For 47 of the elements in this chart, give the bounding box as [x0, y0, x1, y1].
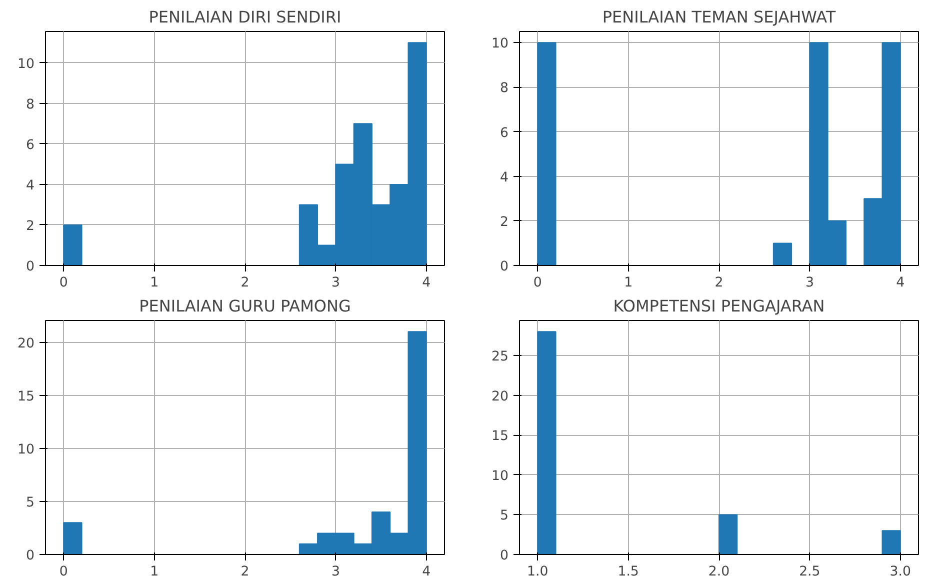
x-tick-label: 4 — [422, 276, 431, 290]
x-tick-label: 2 — [240, 564, 250, 578]
y-tick-label: 8 — [500, 81, 509, 96]
x-tick-label: 2.5 — [799, 564, 820, 578]
y-tick-label: 0 — [26, 548, 35, 564]
y-tick-label: 2 — [500, 214, 509, 230]
x-tick-label: 0 — [59, 564, 68, 578]
y-tick-label: 8 — [26, 97, 35, 112]
x-tick-label: 1 — [150, 276, 159, 290]
y-tick-label: 20 — [18, 336, 35, 352]
chart-title: PENILAIAN TEMAN SEJAHWAT — [602, 8, 836, 26]
chart-title: KOMPETENSI PENGAJARAN — [613, 296, 825, 316]
y-tick-label: 10 — [492, 36, 509, 52]
y-tick-label: 0 — [500, 548, 509, 564]
x-tick-label: 0 — [533, 276, 542, 290]
y-tick-label: 0 — [500, 260, 509, 274]
y-tick-label: 2 — [26, 218, 35, 234]
x-tick-label: 3 — [805, 276, 814, 290]
x-tick-label: 1 — [624, 276, 633, 290]
x-tick-label: 3 — [331, 276, 340, 290]
chart-title: PENILAIAN DIRI SENDIRI — [148, 8, 342, 26]
y-tick-label: 10 — [18, 442, 35, 458]
x-tick-label: 4 — [896, 276, 905, 290]
y-tick-label: 15 — [18, 389, 35, 404]
y-tick-label: 4 — [26, 178, 35, 194]
x-tick-label: 2 — [714, 276, 724, 290]
y-tick-label: 5 — [26, 495, 35, 510]
y-tick-label: 15 — [492, 429, 509, 444]
y-tick-label: 0 — [26, 260, 35, 274]
x-tick-label: 1 — [150, 564, 159, 578]
y-tick-label: 10 — [18, 56, 35, 72]
x-tick-label: 4 — [422, 564, 431, 578]
y-tick-label: 25 — [492, 350, 509, 365]
y-tick-label: 6 — [26, 138, 35, 153]
x-tick-label: 3 — [331, 564, 340, 578]
x-tick-label: 2 — [240, 276, 250, 290]
x-tick-label: 1.5 — [618, 564, 639, 578]
y-tick-label: 4 — [500, 170, 509, 186]
y-tick-label: 10 — [492, 468, 509, 484]
x-tick-label: 0 — [59, 276, 68, 290]
x-tick-label: 1.0 — [527, 564, 548, 578]
x-tick-label: 3.0 — [890, 564, 911, 578]
y-tick-label: 20 — [492, 389, 509, 404]
x-tick-label: 2.0 — [708, 564, 730, 578]
chart-title: PENILAIAN GURU PAMONG — [139, 296, 351, 316]
y-tick-label: 6 — [500, 126, 509, 141]
y-tick-label: 5 — [500, 508, 509, 524]
